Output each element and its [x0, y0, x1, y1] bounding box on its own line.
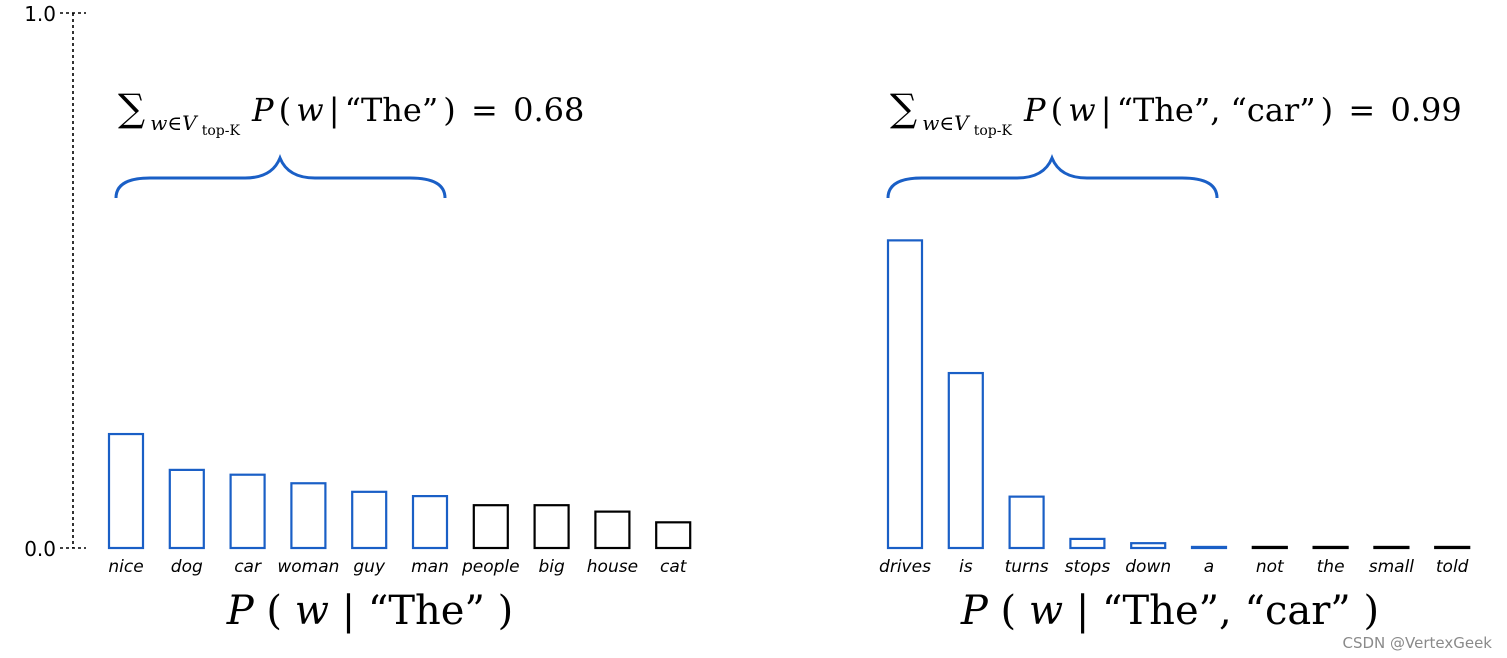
bar-woman: [290, 482, 327, 550]
bar-house: [594, 510, 631, 550]
bar-not: [1251, 545, 1288, 550]
topk-brace-left: [114, 153, 447, 199]
sum-context: “The”: [345, 91, 439, 129]
bar-the: [1312, 545, 1349, 550]
category-label-small: small: [1369, 557, 1415, 577]
sum-term-close: ): [443, 91, 455, 129]
xlabel-close: ): [498, 588, 514, 634]
xlabel-var: w: [295, 588, 329, 634]
xlabel-bar: |: [1076, 588, 1089, 634]
sum-term-close: ): [1321, 91, 1333, 129]
sum-term-var: w: [1068, 91, 1095, 129]
xlabel-p: P: [226, 588, 255, 634]
xlabel-context: “The”: [368, 588, 485, 634]
sum-term-bar: |: [329, 91, 340, 129]
bar-small: [1373, 545, 1410, 550]
bars-right: [886, 239, 1471, 550]
category-labels-right: drives is turns stops down a not the small told: [879, 557, 1469, 577]
sum-value: 0.68: [513, 91, 584, 129]
sum-value: 0.99: [1390, 91, 1461, 129]
category-label-man: man: [411, 557, 449, 577]
category-label-people: people: [461, 557, 520, 577]
bar-told: [1434, 545, 1471, 550]
x-axis-label-right: P ( w | “The”, “car” ): [960, 588, 1379, 634]
xlabel-close: ): [1363, 588, 1379, 634]
xlabel-context: “The”, “car”: [1102, 588, 1351, 634]
y-axis: 1.0 0.0: [24, 2, 86, 561]
category-labels-left: nice dog car woman guy man people big house cat: [108, 557, 687, 577]
y-tick-label-bottom: 0.0: [24, 537, 56, 561]
bar-man: [411, 495, 449, 550]
category-label-stops: stops: [1065, 557, 1111, 577]
sum-subscript: w∈V: [922, 111, 971, 135]
x-axis-label-left: P ( w | “The” ): [226, 588, 513, 634]
bar-nice: [107, 432, 145, 550]
xlabel-open: (: [266, 588, 282, 634]
bar-is: [947, 371, 984, 550]
bars-left: [107, 432, 692, 550]
bar-cat: [655, 521, 692, 550]
sum-subsubscript: top-K: [974, 123, 1013, 139]
category-label-big: big: [538, 557, 565, 577]
category-label-nice: nice: [108, 557, 143, 577]
bar-guy: [351, 490, 388, 550]
bar-down: [1130, 542, 1167, 550]
category-label-woman: woman: [277, 557, 339, 577]
sum-subscript: w∈V: [150, 111, 199, 135]
sum-equals: =: [461, 91, 508, 129]
sum-term-var: w: [296, 91, 323, 129]
category-label-the: the: [1317, 557, 1345, 577]
y-tick-label-top: 1.0: [24, 2, 56, 26]
sum-context: “The”, “car”: [1117, 91, 1316, 129]
watermark: CSDN @VertexGeek: [1342, 634, 1492, 652]
bar-stops: [1069, 537, 1106, 550]
bar-a: [1190, 545, 1228, 550]
xlabel-bar: |: [342, 588, 355, 634]
sum-term-open: (: [279, 91, 291, 129]
sum-annotation-left: ∑ w∈V top-K P ( w | “The” ) = 0.68: [118, 86, 584, 139]
sum-annotation-right: ∑ w∈V top-K P ( w | “The”, “car” ) = 0.9…: [890, 86, 1462, 139]
xlabel-p: P: [960, 588, 989, 634]
category-label-told: told: [1436, 557, 1469, 577]
sum-symbol: ∑: [890, 86, 917, 130]
bar-drives: [886, 239, 924, 550]
sum-term-p: P: [1023, 91, 1046, 129]
bar-car: [229, 473, 266, 550]
xlabel-open: (: [1001, 588, 1017, 634]
sum-term-p: P: [251, 91, 274, 129]
category-label-house: house: [587, 557, 638, 577]
category-label-drives: drives: [879, 557, 931, 577]
category-label-down: down: [1125, 557, 1171, 577]
bar-big: [533, 504, 570, 550]
bar-turns: [1008, 495, 1045, 550]
sum-term-open: (: [1051, 91, 1063, 129]
panel-left: ∑ w∈V top-K P ( w | “The” ) = 0.68 nice d…: [107, 86, 692, 634]
category-label-is: is: [959, 557, 973, 577]
panel-right: ∑ w∈V top-K P ( w | “The”, “car” ) = 0.9…: [879, 86, 1471, 634]
category-label-car: car: [234, 557, 262, 577]
category-label-cat: cat: [660, 557, 688, 577]
category-label-dog: dog: [171, 557, 203, 577]
category-label-a: a: [1204, 557, 1214, 577]
sum-subsubscript: top-K: [202, 123, 241, 139]
category-label-not: not: [1256, 557, 1285, 577]
sum-term-bar: |: [1101, 91, 1112, 129]
bar-dog: [168, 468, 205, 550]
bar-people: [472, 504, 509, 550]
topk-brace-right: [886, 153, 1219, 199]
category-label-guy: guy: [353, 557, 386, 577]
xlabel-var: w: [1029, 588, 1063, 634]
sum-equals: =: [1338, 91, 1385, 129]
category-label-turns: turns: [1005, 557, 1049, 577]
sum-symbol: ∑: [118, 86, 145, 130]
